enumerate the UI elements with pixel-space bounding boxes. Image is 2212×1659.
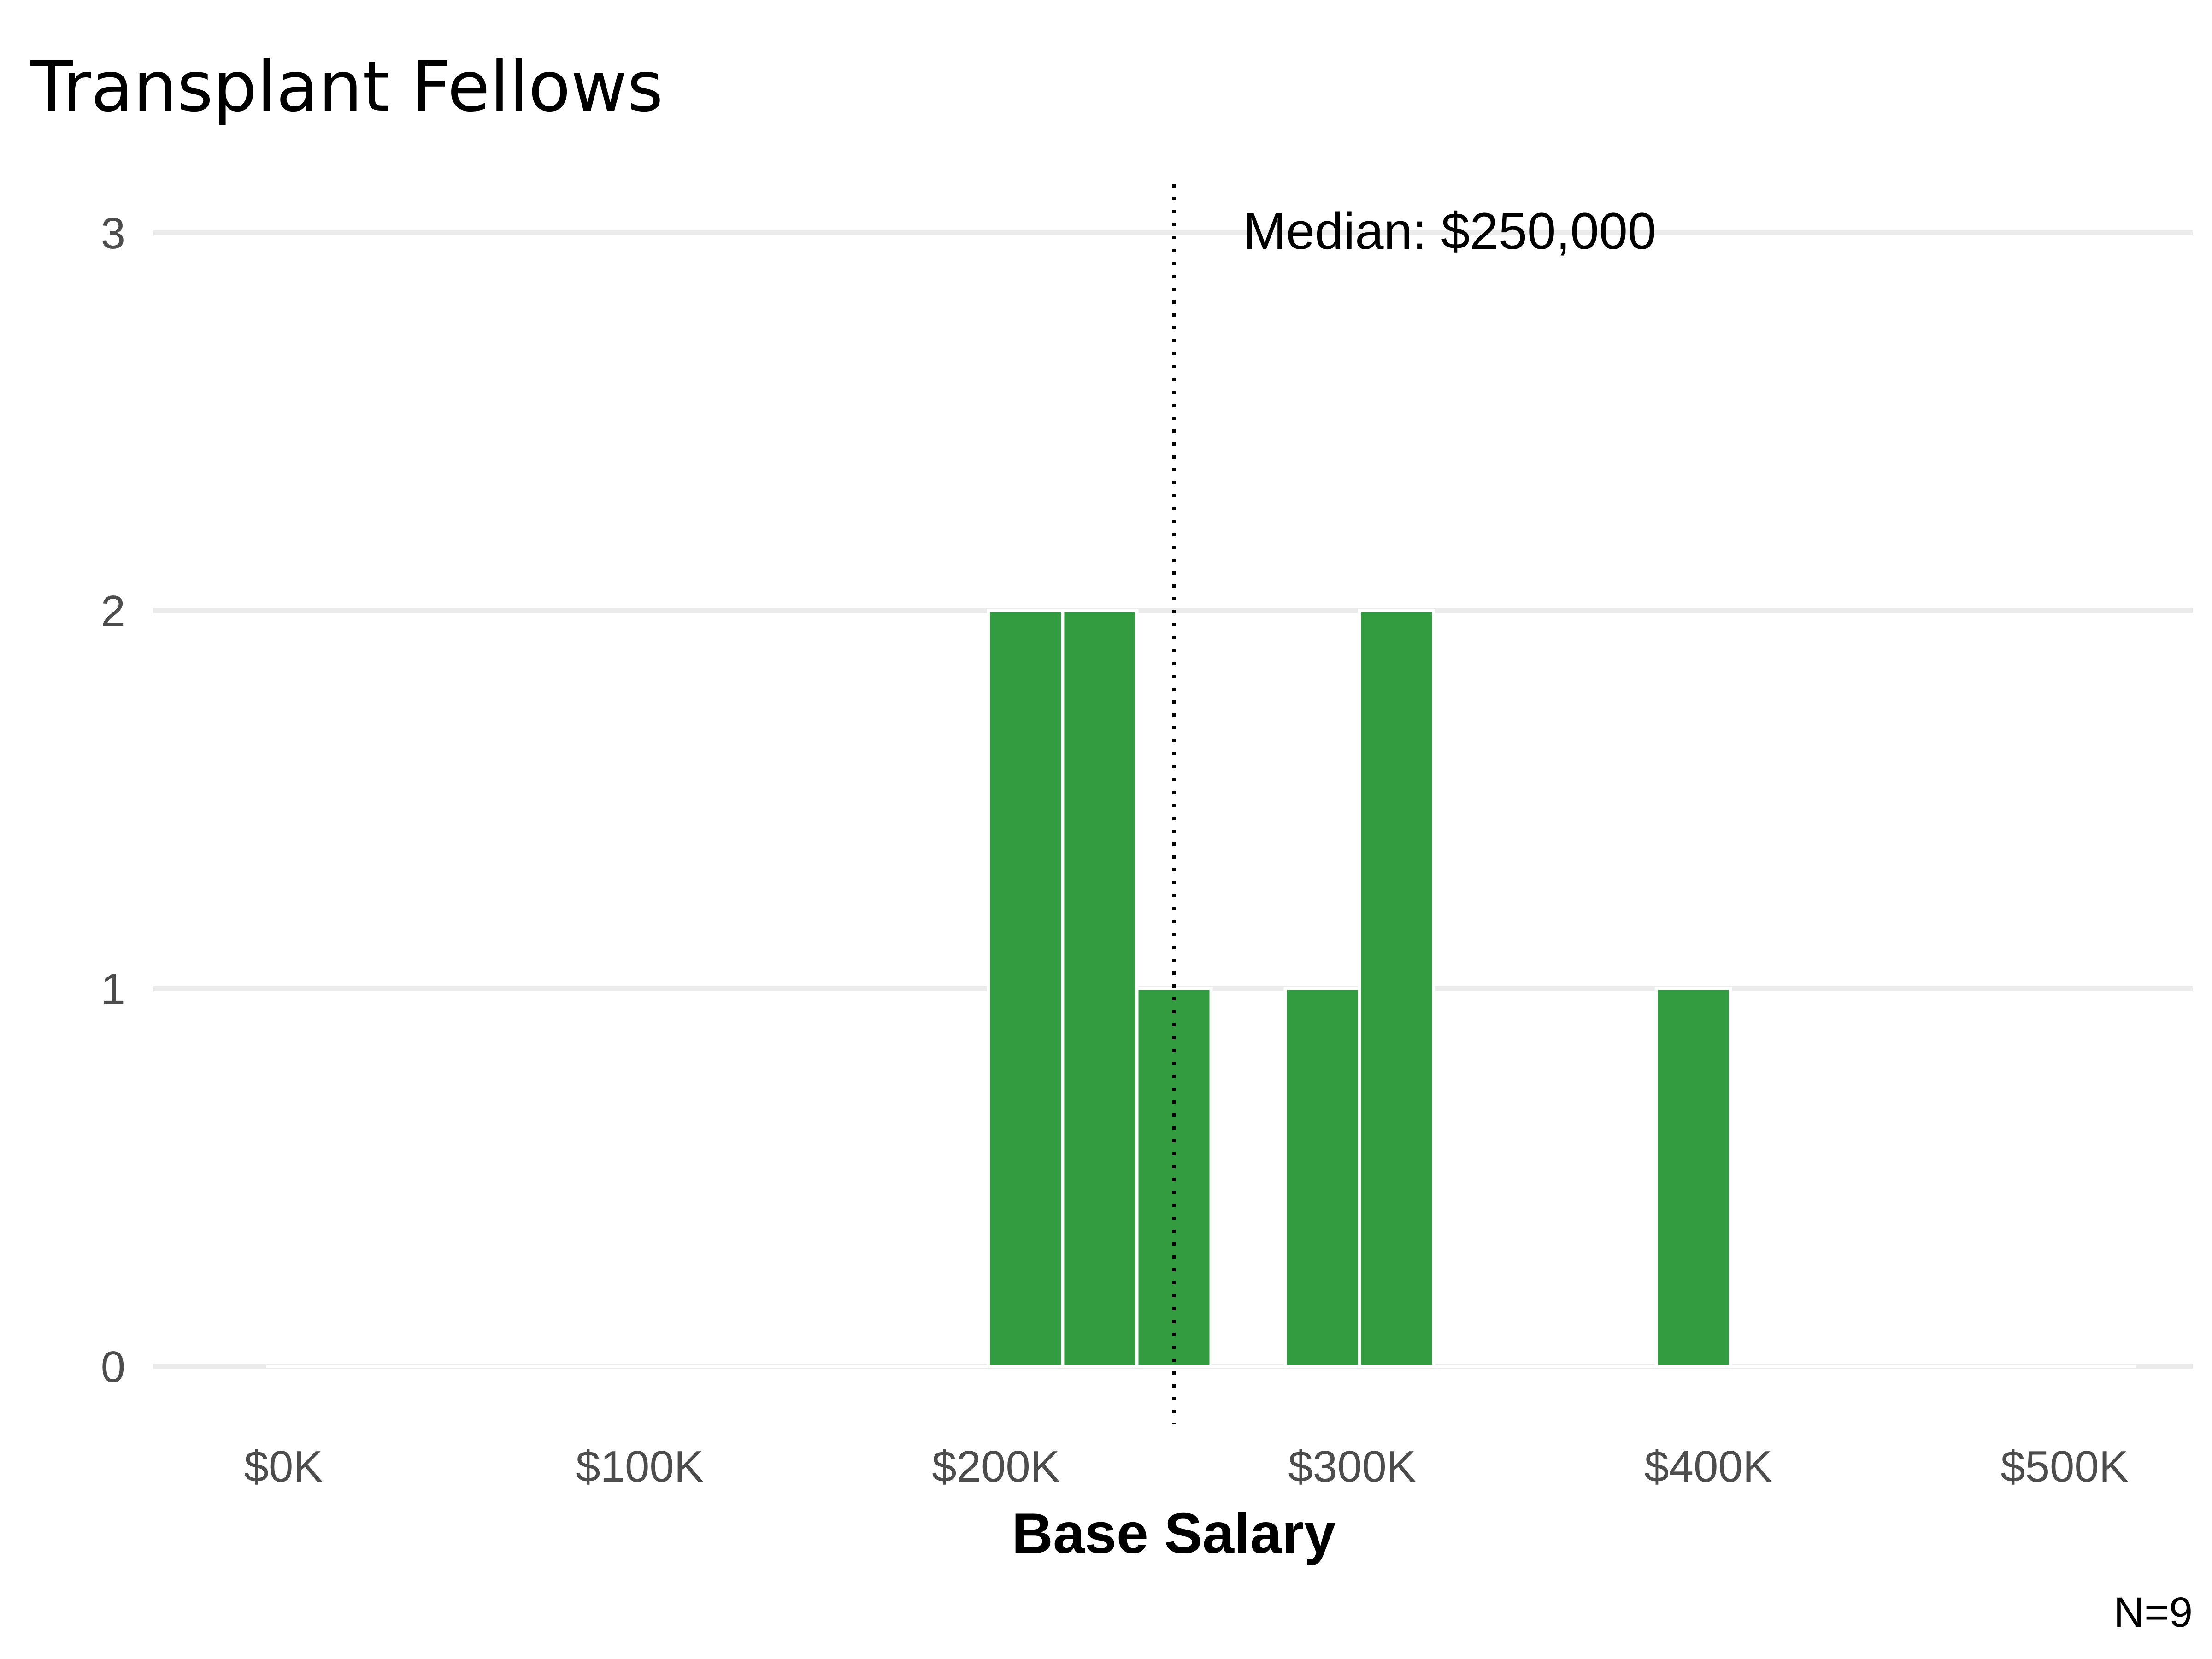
histogram-bar-5 (1358, 609, 1435, 1368)
x-tick-label-200k: $200K (932, 1442, 1060, 1491)
histogram-bar-6 (1654, 987, 1732, 1368)
y-tick-label-3: 3 (101, 209, 125, 258)
median-label: Median: $250,000 (1243, 202, 1657, 260)
x-axis-title: Base Salary (1012, 1502, 1335, 1565)
y-tick-label-0: 0 (101, 1342, 125, 1392)
chart-title: Transplant Fellows (30, 47, 663, 127)
histogram-bar-1 (987, 609, 1065, 1368)
x-tick-label-0k: $0K (244, 1442, 323, 1491)
y-tick-label-2: 2 (101, 587, 125, 636)
histogram-bar-2 (1061, 609, 1139, 1368)
x-tick-label-100k: $100K (576, 1442, 704, 1491)
histogram-bar-4 (1283, 987, 1361, 1368)
sample-size-caption: N=9 (2114, 1589, 2193, 1636)
x-tick-label-500k: $500K (2000, 1442, 2129, 1491)
median-marker: Median: $250,000 (1172, 184, 1657, 1424)
y-tick-label-1: 1 (101, 965, 125, 1014)
x-tick-label-400k: $400K (1644, 1442, 1772, 1491)
x-axis-ticks: $0K $100K $200K $300K $400K $500K (244, 1442, 2129, 1491)
x-tick-label-300k: $300K (1288, 1442, 1416, 1491)
y-axis-ticks: 0 1 2 3 (101, 209, 125, 1392)
bars (987, 609, 1732, 1368)
